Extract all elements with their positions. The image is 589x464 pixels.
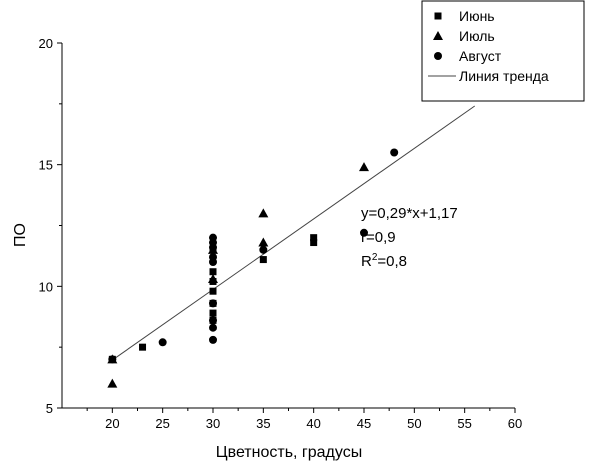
circle-point — [108, 355, 117, 364]
x-tick-label: 55 — [457, 416, 471, 431]
circle-point — [209, 299, 217, 308]
square-point — [209, 268, 217, 276]
x-tick-label: 50 — [407, 416, 421, 431]
triangle-point — [208, 274, 218, 284]
circle-point — [158, 338, 167, 347]
x-tick-label: 35 — [256, 416, 270, 431]
legend-label: Июнь — [459, 8, 495, 24]
regression-equation: y=0,29*x+1,17 — [361, 205, 458, 222]
x-tick-label: 45 — [357, 416, 371, 431]
trend-line-layer — [112, 105, 476, 361]
legend-label: Август — [459, 48, 502, 64]
circle-point — [209, 233, 217, 242]
y-axis: 5 10 15 20 — [39, 36, 62, 416]
series-square — [108, 88, 479, 363]
circle-point — [390, 148, 399, 157]
x-tick-label: 30 — [206, 416, 220, 431]
y-tick-label: 10 — [39, 279, 53, 294]
circle-point — [360, 228, 368, 237]
triangle-point — [258, 237, 269, 247]
circle-point — [209, 335, 217, 344]
triangle-point — [107, 378, 118, 388]
square-point — [209, 287, 217, 295]
x-tick-label: 25 — [155, 416, 169, 431]
y-axis-title: ПО — [12, 223, 29, 247]
circle-point — [209, 253, 217, 262]
square-point — [310, 239, 318, 247]
square-point — [310, 234, 318, 242]
x-axis-title: Цветность, градусы — [216, 444, 362, 461]
legend-circle-marker — [434, 52, 442, 60]
square-point — [209, 309, 217, 317]
determination-coefficient: R2=0,8 — [361, 252, 407, 270]
series-triangle — [107, 162, 369, 388]
x-tick-label: 60 — [508, 416, 522, 431]
legend-triangle-marker — [433, 31, 443, 40]
legend-label: Линия тренда — [459, 68, 549, 84]
circle-point — [209, 323, 217, 332]
legend-label: Июль — [459, 28, 495, 44]
triangle-point — [258, 208, 269, 218]
correlation-coefficient: r=0,9 — [361, 229, 396, 246]
legend-square-marker — [434, 12, 442, 20]
y-tick-label: 20 — [39, 36, 53, 51]
circle-point — [259, 245, 268, 254]
y-tick-label: 15 — [39, 158, 53, 173]
x-tick-label: 40 — [306, 416, 320, 431]
data-points — [107, 88, 479, 388]
trend-line — [112, 105, 476, 361]
series-circle — [108, 148, 399, 364]
circle-point — [209, 316, 217, 325]
y-tick-label: 5 — [46, 401, 53, 416]
x-axis: 20 25 30 35 40 45 50 55 60 — [86, 408, 522, 431]
triangle-point — [359, 162, 369, 172]
regression-annotation: y=0,29*x+1,17 r=0,9 R2=0,8 — [361, 205, 458, 270]
x-tick-label: 20 — [105, 416, 119, 431]
square-point — [259, 256, 267, 264]
square-point — [139, 343, 147, 351]
legend: Июнь Июль Август Линия тренда — [421, 0, 585, 102]
legend-box — [421, 0, 585, 102]
